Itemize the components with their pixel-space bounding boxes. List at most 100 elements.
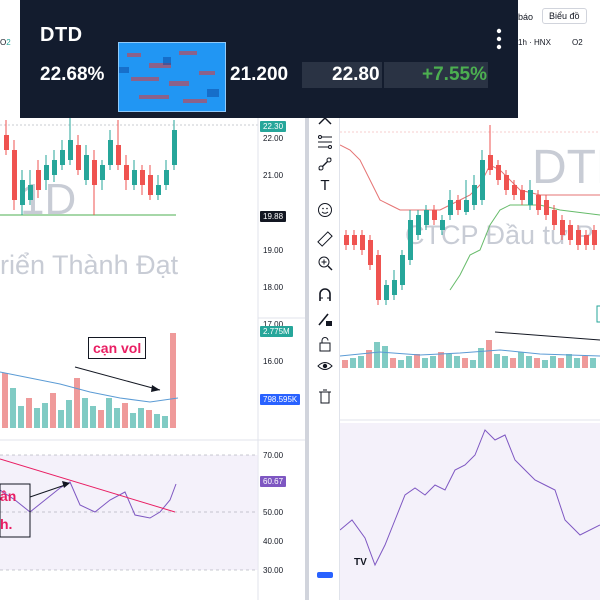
- candle-body: [528, 190, 533, 205]
- overlay-high-box: [302, 62, 382, 88]
- candle-body: [352, 235, 357, 245]
- support-price-tag: 19.88: [260, 211, 287, 222]
- candle-body: [440, 220, 445, 230]
- volume-bar: [170, 333, 176, 428]
- volume-bar: [350, 358, 356, 368]
- current-price-tag: 22.30: [260, 121, 287, 132]
- candle-body: [100, 165, 105, 180]
- candle-body: [552, 210, 557, 225]
- volume-bar: [486, 340, 492, 368]
- volume-bar: [590, 358, 596, 368]
- right-rsi-line: [340, 429, 600, 567]
- pencil-lock-icon[interactable]: [317, 311, 333, 327]
- volume-bar: [122, 403, 128, 428]
- left-volume-bars: [2, 333, 176, 428]
- candle-body: [568, 225, 573, 240]
- candle-body: [488, 155, 493, 170]
- chart-button[interactable]: Biểu đồ: [542, 8, 587, 24]
- fib-icon[interactable]: [317, 134, 333, 150]
- candle-body: [448, 200, 453, 215]
- volume-bar: [58, 410, 64, 428]
- magnet-icon[interactable]: [317, 287, 333, 303]
- scroll-indicator[interactable]: [317, 572, 333, 578]
- candle-body: [92, 160, 97, 185]
- candle-body: [44, 165, 49, 180]
- right-watermark-symbol: DTD: [532, 141, 600, 194]
- candle-body: [592, 230, 597, 245]
- overlay-change-box: [384, 62, 488, 88]
- candle-body: [28, 185, 33, 200]
- overlay-price-high: 22.80: [332, 64, 380, 85]
- zoom-in-icon[interactable]: [317, 255, 333, 271]
- rsi-axis-label: 40.00: [263, 537, 284, 546]
- candle-body: [344, 235, 349, 245]
- candle-body: [164, 170, 169, 185]
- overlay-change-right: +7.55%: [422, 64, 487, 85]
- volume-bar: [430, 356, 436, 368]
- price-axis-label: 22.00: [263, 134, 284, 143]
- candle-body: [12, 150, 17, 200]
- candle-body: [108, 140, 113, 165]
- candle-body: [4, 135, 9, 150]
- vertical-dots-icon[interactable]: [496, 28, 502, 50]
- text-tool-icon[interactable]: T: [320, 177, 330, 194]
- volume-bar: [462, 358, 468, 368]
- volume-bar: [34, 408, 40, 428]
- emoji-icon[interactable]: [317, 202, 333, 218]
- candle-body: [424, 210, 429, 225]
- volume-bar: [50, 393, 56, 428]
- volume-bar: [574, 358, 580, 368]
- candle-body: [584, 235, 589, 245]
- candle-body: [504, 175, 509, 190]
- symbol-quote-overlay: DTD 22.68% 21.200 22.80 +7.55%: [20, 0, 518, 118]
- trash-icon[interactable]: [317, 388, 333, 404]
- candle-body: [172, 130, 177, 165]
- volume-ma-tag: 798.595K: [260, 394, 301, 405]
- volume-bar: [342, 360, 348, 368]
- overlay-symbol: DTD: [40, 24, 83, 46]
- volume-bar: [18, 406, 24, 428]
- volume-bar: [42, 403, 48, 428]
- volume-bar: [526, 356, 532, 368]
- header-menu-bao[interactable]: báo: [518, 12, 534, 22]
- candle-body: [416, 215, 421, 235]
- volume-bar: [558, 358, 564, 368]
- volume-bar: [90, 406, 96, 428]
- volume-bar: [582, 356, 588, 368]
- volume-bar: [138, 408, 144, 428]
- right-volume-ma-line: [340, 349, 600, 357]
- volume-bar: [454, 356, 460, 368]
- candle-body: [376, 255, 381, 300]
- line-tool-icon[interactable]: [317, 156, 333, 172]
- candle-body: [408, 220, 413, 260]
- volume-bar: [154, 414, 160, 428]
- volume-bar: [146, 410, 152, 428]
- candle-body: [384, 285, 389, 300]
- eye-icon[interactable]: [317, 358, 333, 374]
- volume-bar: [446, 354, 452, 368]
- volume-bar: [406, 356, 412, 368]
- rsi-axis-label: 50.00: [263, 508, 284, 517]
- censored-block: [118, 42, 226, 112]
- candle-body: [84, 155, 89, 180]
- right-price-chart[interactable]: [340, 0, 600, 600]
- overlay-change-left: 22.68%: [40, 64, 105, 85]
- volume-bar: [438, 352, 444, 368]
- volume-bar: [66, 400, 72, 428]
- panel-divider[interactable]: [305, 0, 309, 600]
- candle-body: [68, 140, 73, 160]
- price-axis-label: 21.00: [263, 171, 284, 180]
- candle-body: [480, 160, 485, 200]
- volume-bar: [374, 342, 380, 368]
- volume-tag: 2.775M: [260, 326, 293, 337]
- left-volume-ma-line: [0, 371, 179, 403]
- volume-bar: [74, 378, 80, 428]
- volume-bar: [510, 358, 516, 368]
- left-header-open: O2: [0, 38, 11, 47]
- ruler-icon[interactable]: [317, 231, 333, 247]
- overlay-price-low: 21.200: [230, 64, 289, 85]
- lock-icon[interactable]: [317, 336, 333, 352]
- volume-bar: [82, 398, 88, 428]
- candle-body: [392, 280, 397, 295]
- volume-bar: [542, 360, 548, 368]
